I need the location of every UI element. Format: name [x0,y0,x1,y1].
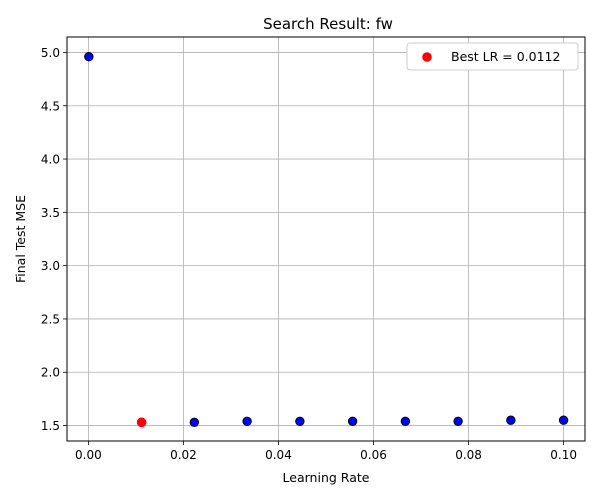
data-point [189,417,200,428]
x-tick-label: 0.00 [75,448,102,462]
legend-label-best-lr: Best LR = 0.0112 [451,49,560,64]
x-tick-label: 0.04 [265,448,292,462]
x-tick-label: 0.08 [455,448,482,462]
legend-marker-best-lr [422,52,432,62]
y-tick-label: 3.0 [41,259,60,273]
y-tick-label: 5.0 [41,46,60,60]
data-point [242,416,252,426]
chart-title: Search Result: fw [263,15,393,33]
data-point [295,416,305,426]
grid-lines [67,37,585,441]
x-axis-label: Learning Rate [283,470,370,485]
data-points [84,52,569,428]
y-tick-label: 4.5 [41,99,60,113]
data-point [506,415,516,425]
y-tick-label: 1.5 [41,419,60,433]
y-tick-label: 4.0 [41,153,60,167]
y-tick-label: 2.5 [41,312,60,326]
data-point [558,415,569,425]
x-axis-ticks: 0.00 0.02 0.04 0.06 0.08 0.10 [75,441,577,462]
y-tick-label: 3.5 [41,206,60,220]
data-point [453,416,463,426]
y-axis-label: Final Test MSE [13,195,28,283]
plot-frame [66,36,586,442]
legend: Best LR = 0.0112 [406,42,579,71]
legend-box [406,42,579,71]
y-axis-ticks: 1.5 2.0 2.5 3.0 3.5 4.0 4.5 5.0 [41,46,67,433]
x-tick-label: 0.10 [550,448,577,462]
y-tick-label: 2.0 [41,366,60,380]
data-point [400,416,411,426]
data-point [84,52,94,62]
x-tick-label: 0.06 [360,448,387,462]
data-point [347,416,358,426]
best-lr-point [136,417,147,428]
x-tick-label: 0.02 [170,448,197,462]
